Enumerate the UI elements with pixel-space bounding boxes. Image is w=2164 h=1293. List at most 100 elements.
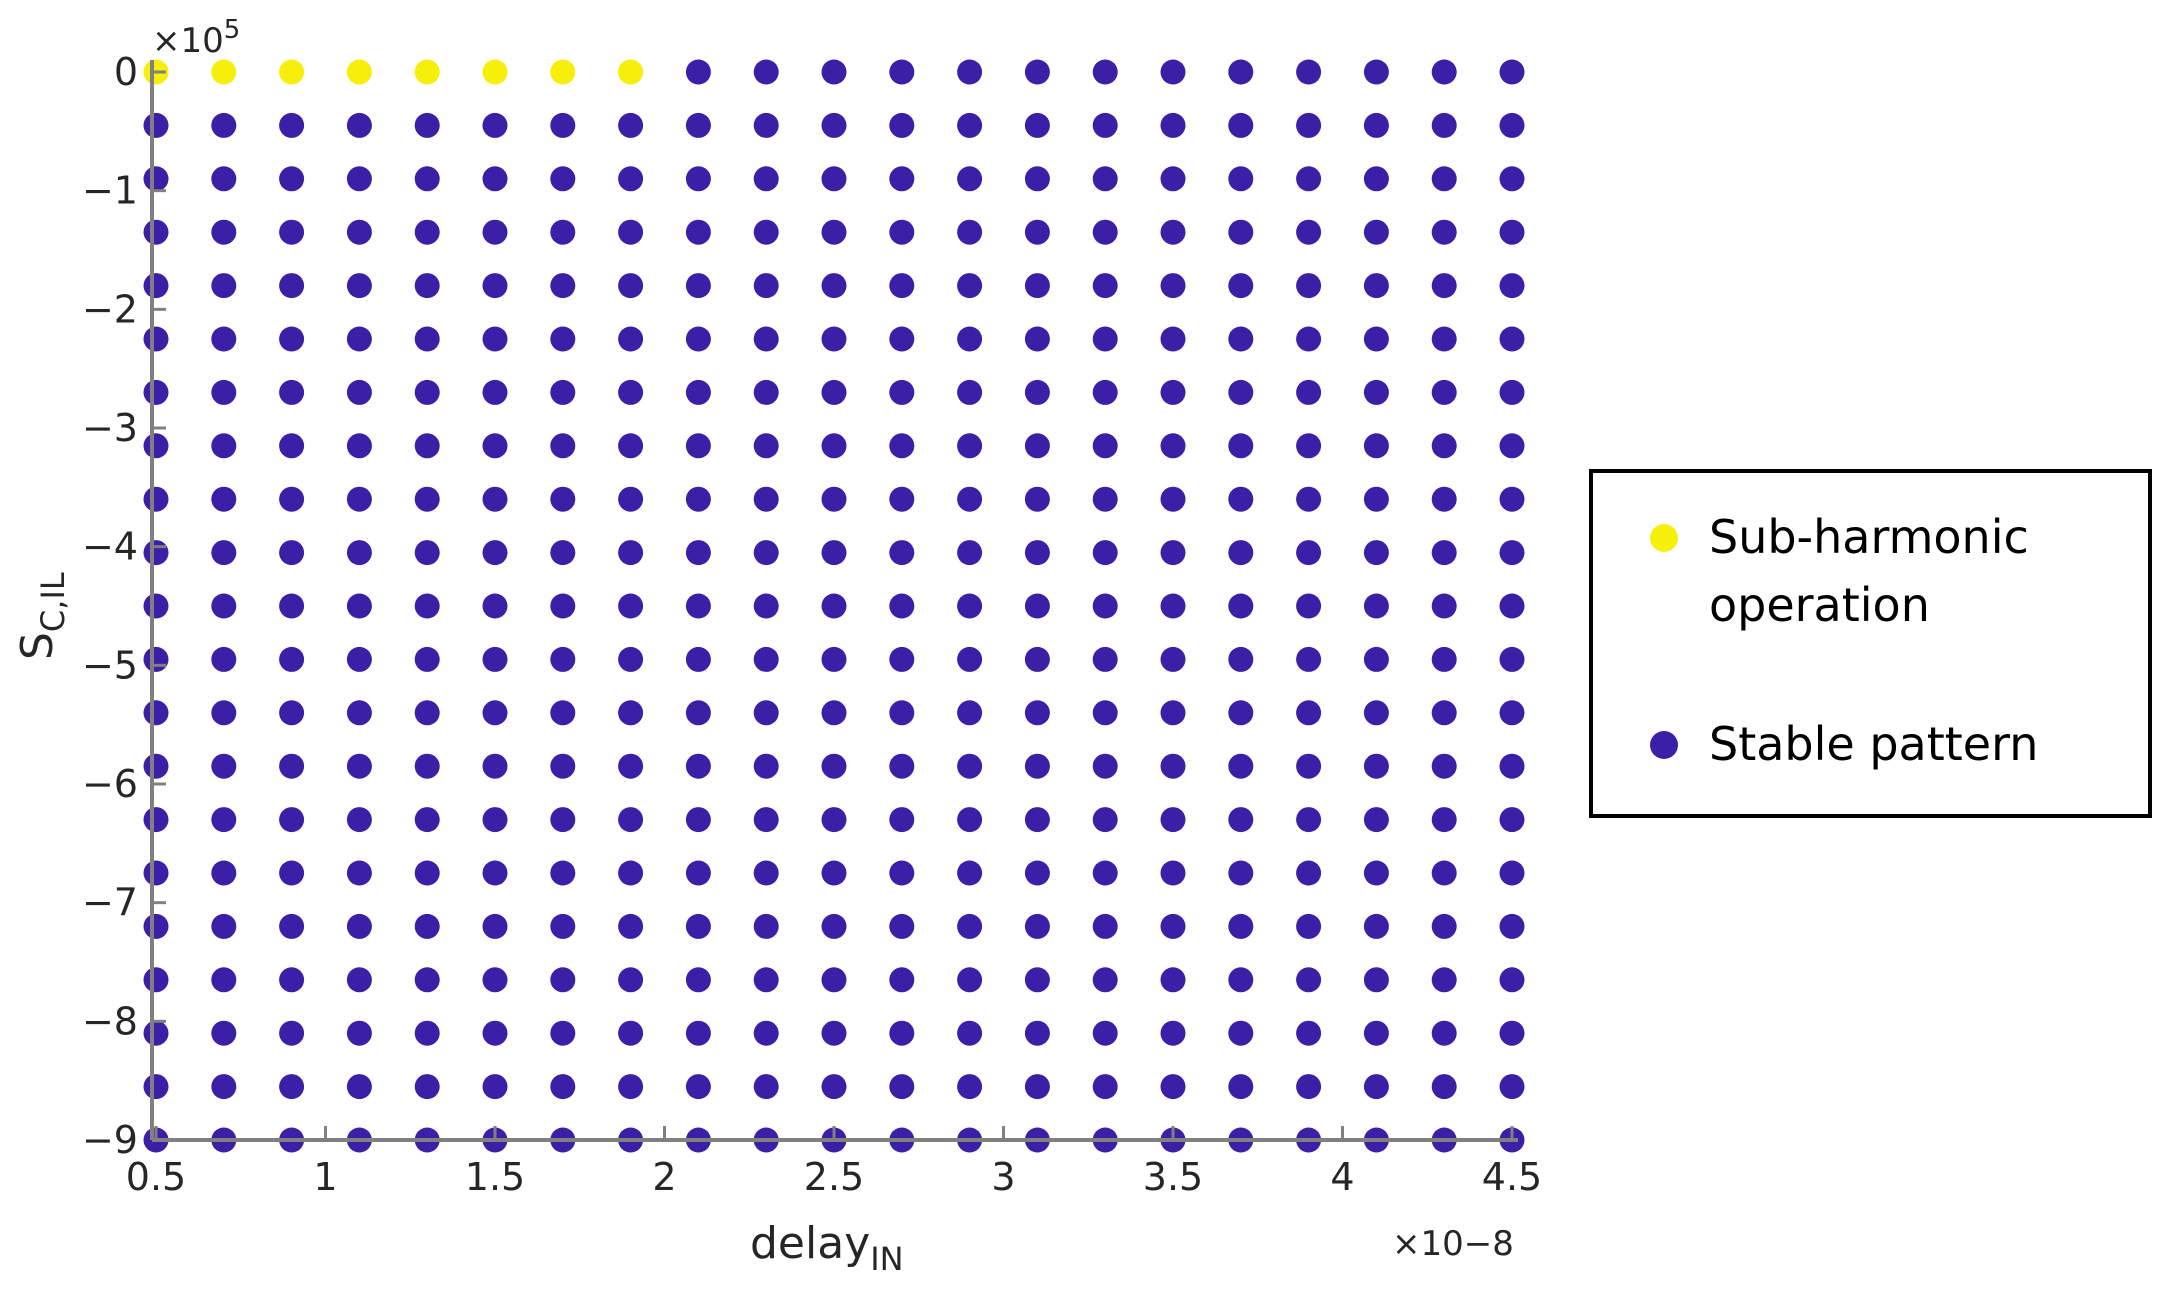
data-point-stable bbox=[821, 646, 847, 672]
data-point-stable bbox=[889, 593, 915, 619]
data-point-stable bbox=[889, 433, 915, 459]
y-ticks: 0 −1 −2 −3 −4 −5 −6 −7 −8 −9 bbox=[82, 50, 166, 1162]
data-point-stable bbox=[821, 379, 847, 405]
data-point-stable bbox=[1092, 540, 1118, 566]
data-point-stable bbox=[889, 967, 915, 993]
legend: Sub-harmonic operation Stable pattern bbox=[1589, 469, 2152, 818]
data-point-stable bbox=[346, 166, 372, 192]
data-point-stable bbox=[1499, 219, 1525, 245]
data-point-stable bbox=[414, 219, 440, 245]
data-point-stable bbox=[685, 59, 711, 85]
data-point-stable bbox=[414, 112, 440, 138]
data-point-stable bbox=[482, 540, 508, 566]
data-point-stable bbox=[1092, 1020, 1118, 1046]
data-point-stable bbox=[957, 486, 983, 512]
data-point-stable bbox=[685, 273, 711, 299]
data-point-stable bbox=[685, 433, 711, 459]
data-point-stable bbox=[279, 700, 305, 726]
data-point-stable bbox=[1024, 860, 1050, 886]
data-point-stable bbox=[346, 219, 372, 245]
data-point-stable bbox=[143, 219, 169, 245]
data-point-stable bbox=[685, 540, 711, 566]
data-point-stable bbox=[1296, 486, 1322, 512]
data-point-stable bbox=[821, 967, 847, 993]
data-point-stable bbox=[618, 326, 644, 352]
data-point-stable bbox=[1228, 1074, 1254, 1100]
data-point-stable bbox=[753, 273, 779, 299]
x-tick-label: 2.5 bbox=[804, 1155, 864, 1199]
y-tick-label: 0 bbox=[114, 50, 138, 94]
data-point-stable bbox=[889, 540, 915, 566]
data-point-stable bbox=[1363, 593, 1389, 619]
data-point-stable bbox=[482, 913, 508, 939]
data-point-stable bbox=[1499, 273, 1525, 299]
x-axis-label: delayIN bbox=[750, 1218, 904, 1278]
data-point-stable bbox=[279, 913, 305, 939]
data-point-stable bbox=[753, 700, 779, 726]
data-point-stable bbox=[889, 166, 915, 192]
data-point-stable bbox=[1228, 860, 1254, 886]
data-point-stable bbox=[482, 646, 508, 672]
data-point-stable bbox=[1092, 273, 1118, 299]
data-point-stable bbox=[143, 1020, 169, 1046]
data-point-stable bbox=[1296, 273, 1322, 299]
data-point-stable bbox=[1160, 219, 1186, 245]
data-point-stable bbox=[1431, 967, 1457, 993]
data-point-stable bbox=[550, 860, 576, 886]
data-point-stable bbox=[211, 486, 237, 512]
data-point-stable bbox=[957, 433, 983, 459]
data-point-stable bbox=[414, 326, 440, 352]
data-point-stable bbox=[1499, 1020, 1525, 1046]
data-point-stable bbox=[889, 1020, 915, 1046]
data-point-stable bbox=[550, 1074, 576, 1100]
data-point-stable bbox=[346, 807, 372, 833]
data-point-stable bbox=[685, 967, 711, 993]
data-point-stable bbox=[821, 807, 847, 833]
data-point-stable bbox=[957, 646, 983, 672]
data-point-stable bbox=[1228, 807, 1254, 833]
data-point-stable bbox=[889, 700, 915, 726]
data-point-stable bbox=[1092, 753, 1118, 779]
data-point-stable bbox=[414, 593, 440, 619]
data-point-stable bbox=[889, 219, 915, 245]
data-point-stable bbox=[1228, 646, 1254, 672]
data-point-stable bbox=[1363, 646, 1389, 672]
data-point-stable bbox=[1431, 593, 1457, 619]
data-point-stable bbox=[957, 59, 983, 85]
data-point-stable bbox=[1363, 1020, 1389, 1046]
data-point-stable bbox=[211, 1074, 237, 1100]
data-point-stable bbox=[550, 219, 576, 245]
legend-box bbox=[1589, 469, 2152, 818]
data-point-sub-harmonic bbox=[414, 59, 440, 85]
data-point-stable bbox=[1160, 646, 1186, 672]
data-point-stable bbox=[550, 166, 576, 192]
data-point-stable bbox=[143, 700, 169, 726]
data-point-stable bbox=[211, 593, 237, 619]
data-point-stable bbox=[1228, 540, 1254, 566]
data-point-stable bbox=[1160, 166, 1186, 192]
data-point-stable bbox=[1160, 753, 1186, 779]
data-point-stable bbox=[1160, 326, 1186, 352]
data-point-stable bbox=[1160, 807, 1186, 833]
data-point-stable bbox=[482, 219, 508, 245]
y-tick-label: −9 bbox=[82, 1118, 138, 1162]
data-point-stable bbox=[957, 166, 983, 192]
data-point-stable bbox=[1092, 59, 1118, 85]
data-point-stable bbox=[279, 540, 305, 566]
data-point-stable bbox=[1499, 1074, 1525, 1100]
data-point-stable bbox=[889, 1074, 915, 1100]
data-point-stable bbox=[1160, 486, 1186, 512]
data-point-stable bbox=[1296, 593, 1322, 619]
data-point-stable bbox=[414, 166, 440, 192]
data-point-stable bbox=[414, 486, 440, 512]
data-point-stable bbox=[618, 860, 644, 886]
data-point-stable bbox=[821, 540, 847, 566]
data-point-stable bbox=[889, 326, 915, 352]
data-point-stable bbox=[821, 112, 847, 138]
data-point-stable bbox=[753, 326, 779, 352]
data-point-stable bbox=[279, 433, 305, 459]
x-tick-label: 3 bbox=[991, 1155, 1015, 1199]
x-exponent: ×10−8 bbox=[1392, 1224, 1514, 1264]
data-point-stable bbox=[753, 433, 779, 459]
data-point-stable bbox=[346, 1020, 372, 1046]
